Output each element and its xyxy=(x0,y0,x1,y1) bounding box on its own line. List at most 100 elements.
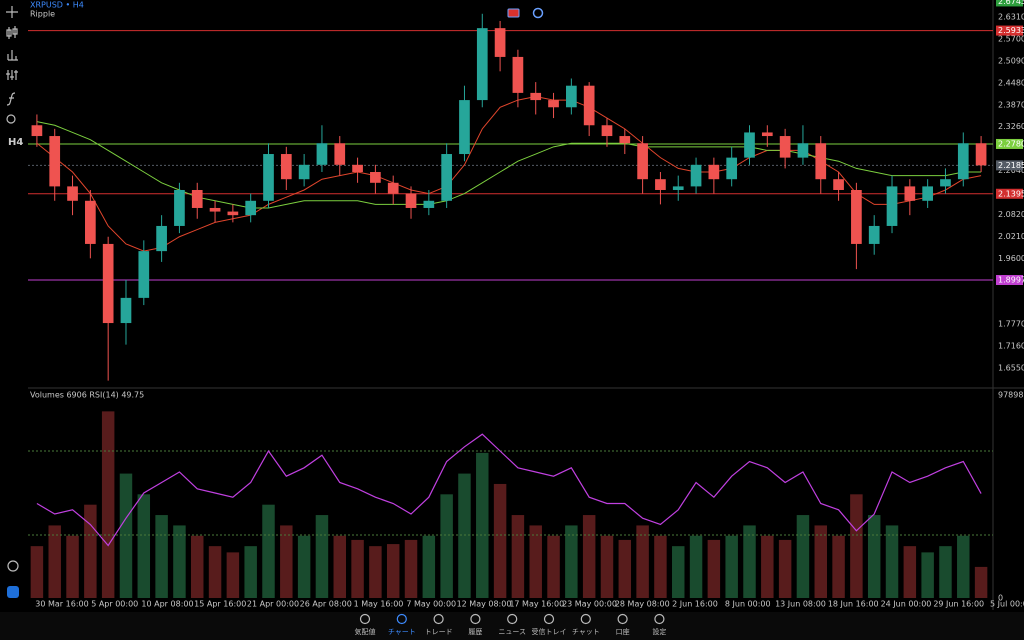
x-tick-label: 23 May 00:00 xyxy=(562,600,617,609)
y-tick-label: 2.0820 xyxy=(998,210,1024,219)
y-tick-label: 1.6550 xyxy=(998,364,1024,373)
candle-body xyxy=(726,157,738,180)
volume-bar xyxy=(761,535,774,598)
volume-bar xyxy=(297,535,311,598)
x-tick-label: 17 May 16:00 xyxy=(509,600,564,609)
nav-icon[interactable] xyxy=(433,613,444,625)
nav-icon[interactable] xyxy=(396,613,407,625)
symbol-name: Ripple xyxy=(30,10,55,19)
candle-body xyxy=(904,186,916,201)
level-label: 2.1395 xyxy=(998,189,1024,198)
nav-icon[interactable] xyxy=(617,613,628,625)
crosshair-tool[interactable] xyxy=(6,6,18,18)
candle-body xyxy=(886,186,898,226)
volume-bar xyxy=(280,525,293,598)
x-tick-label: 1 May 16:00 xyxy=(354,600,404,609)
y-tick-label: 2.5090 xyxy=(998,56,1024,65)
volume-bar xyxy=(369,546,382,598)
nav-label[interactable]: ニュース xyxy=(498,628,526,636)
nav-icon[interactable] xyxy=(654,613,665,625)
volume-bar xyxy=(636,525,649,598)
nav-label[interactable]: チャット xyxy=(572,628,600,636)
x-tick-label: 30 Mar 16:00 xyxy=(35,600,88,609)
candle-body xyxy=(619,136,631,144)
nav-label[interactable]: 気配値 xyxy=(355,627,376,636)
level-tag xyxy=(996,275,1023,286)
clock-icon[interactable] xyxy=(532,7,544,19)
volume-bar xyxy=(386,544,400,598)
volume-bar xyxy=(689,535,703,598)
nav-icon[interactable] xyxy=(580,613,591,625)
level-tag xyxy=(996,25,1023,36)
volume-bar xyxy=(654,535,667,598)
candle-body xyxy=(530,92,542,101)
bottom-nav xyxy=(0,612,1024,640)
nav-label[interactable]: 口座 xyxy=(616,627,630,636)
x-tick-label: 12 May 08:00 xyxy=(457,600,512,609)
candle-body xyxy=(459,100,470,155)
nav-icon[interactable] xyxy=(507,613,518,625)
x-tick-label: 5 Apr 00:00 xyxy=(91,600,138,609)
candle-body xyxy=(31,125,43,137)
y-tick-label: 2.4480 xyxy=(998,78,1024,87)
nav-label[interactable]: 受信トレイ xyxy=(532,627,567,636)
candle-body xyxy=(245,200,257,216)
nav-label[interactable]: トレード xyxy=(425,628,453,636)
x-tick-label: 8 Jun 00:00 xyxy=(725,600,771,609)
volume-bar xyxy=(48,525,61,598)
x-tick-label: 21 Apr 00:00 xyxy=(247,600,299,609)
nav-label[interactable]: 履歴 xyxy=(468,628,482,636)
volume-bar xyxy=(582,515,596,598)
volume-bar xyxy=(101,411,115,598)
x-tick-label: 5 Jul 00:00 xyxy=(990,600,1024,609)
nav-label[interactable]: 設定 xyxy=(652,627,666,636)
volume-bar xyxy=(208,546,222,598)
timeframe[interactable]: H4 xyxy=(8,137,23,148)
one-click-icon[interactable] xyxy=(507,8,520,18)
objects-tool[interactable] xyxy=(6,114,16,124)
volume-bar xyxy=(262,504,275,598)
bars-tool[interactable] xyxy=(7,50,18,61)
active-tool[interactable] xyxy=(7,586,19,598)
history-tool[interactable] xyxy=(7,560,19,572)
volume-bar xyxy=(796,515,810,598)
candle-body xyxy=(761,132,773,137)
left-toolbar: H4 xyxy=(6,6,23,598)
candle-body xyxy=(174,189,185,226)
nav-icon[interactable] xyxy=(470,613,481,625)
indicators-tool[interactable] xyxy=(6,70,18,80)
volume-bar xyxy=(600,535,614,598)
volume-bar xyxy=(939,546,952,598)
y-tick-label: 1.7770 xyxy=(998,320,1024,329)
volume-bar xyxy=(30,546,44,598)
nav-icon[interactable] xyxy=(543,613,555,625)
x-tick-label: 29 Jun 16:00 xyxy=(933,600,984,609)
candle-body xyxy=(120,297,132,324)
candle-body xyxy=(298,164,310,180)
y-tick-label: 1.7160 xyxy=(998,342,1024,351)
volume-tick-label: 0 xyxy=(998,594,1003,603)
volume-bar xyxy=(725,535,738,598)
candle-body xyxy=(957,143,969,180)
x-tick-label: 10 Apr 08:00 xyxy=(141,600,193,609)
volume-bar xyxy=(921,552,934,598)
volume-bar xyxy=(903,546,917,598)
volume-bar xyxy=(422,535,436,598)
nav-icon[interactable] xyxy=(359,613,371,625)
y-tick-label: 2.0210 xyxy=(998,232,1024,241)
candle-body xyxy=(512,56,524,93)
candle-body xyxy=(280,154,292,180)
chart-type-tool[interactable] xyxy=(6,26,18,39)
nav-label[interactable]: チャート xyxy=(388,628,416,636)
candle-body xyxy=(209,207,221,212)
volume-bar xyxy=(244,546,257,598)
function-tool[interactable] xyxy=(6,92,16,106)
volume-bar xyxy=(137,494,151,598)
volume-bar xyxy=(511,515,525,598)
volume-bar xyxy=(957,535,970,598)
x-tick-label: 28 May 08:00 xyxy=(615,600,670,609)
volume-tick-label: 97898 xyxy=(998,391,1023,400)
candle-body xyxy=(922,186,933,201)
rsi-line xyxy=(36,433,982,547)
candle-body xyxy=(655,179,666,190)
